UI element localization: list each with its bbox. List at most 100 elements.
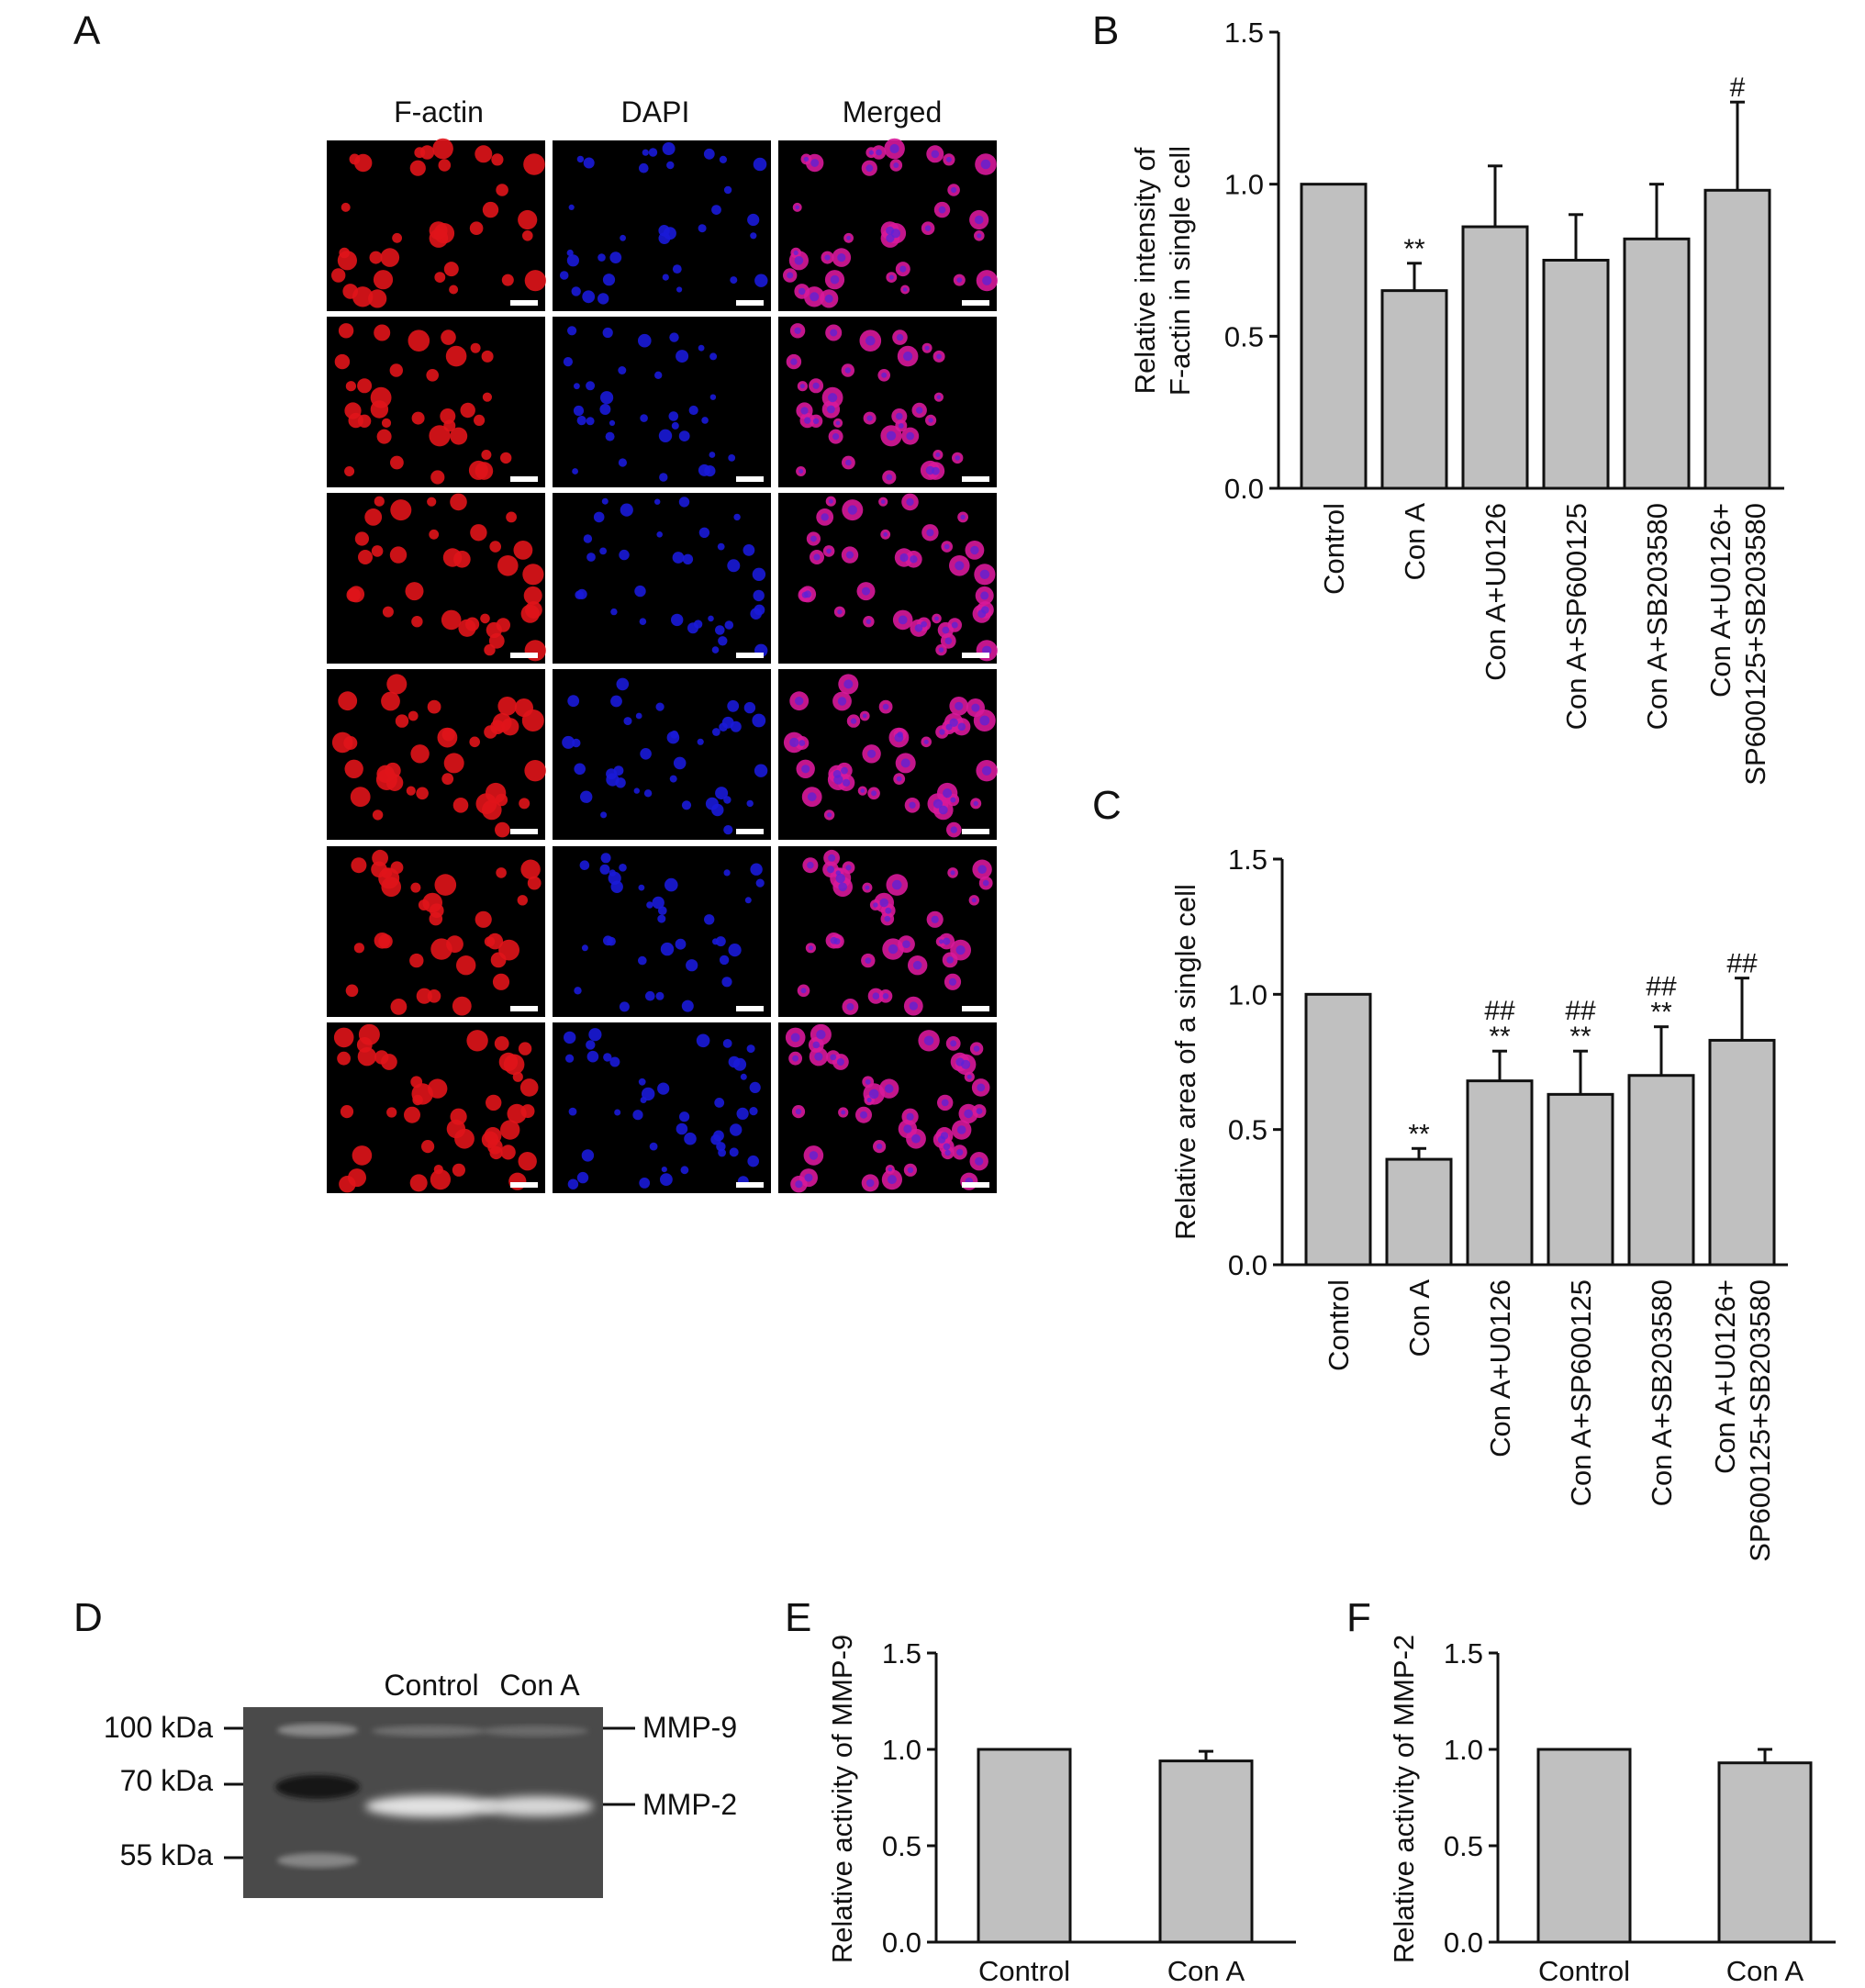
mmp2-band-con-a: [480, 1796, 594, 1816]
cell: [733, 513, 741, 521]
micrograph-merged-con-a-u0126: [778, 493, 998, 664]
cell: [729, 1147, 739, 1157]
marker-55kda: 55 kDa: [120, 1838, 214, 1871]
nucleus: [896, 776, 902, 782]
cell: [340, 1105, 354, 1119]
cell: [443, 262, 459, 277]
cell: [719, 955, 730, 966]
cell: [642, 1087, 655, 1101]
cell: [344, 759, 363, 778]
nucleus: [896, 412, 903, 420]
micrograph-background: [553, 493, 771, 664]
panel-d: D Control Con A 100 kDa 70 kDa 55 kDa MM…: [73, 1595, 737, 1898]
bar-con-a-sp600125: [1547, 1092, 1614, 1267]
cell: [416, 787, 429, 800]
nucleus: [888, 274, 894, 280]
nucleus: [899, 265, 907, 273]
nucleus: [790, 1033, 800, 1043]
cell: [567, 695, 580, 708]
marker-100kda: 100 kDa: [104, 1711, 213, 1744]
nucleus: [899, 553, 909, 563]
cell: [609, 251, 622, 263]
nucleus: [880, 499, 886, 504]
nucleus: [807, 861, 814, 869]
nucleus: [845, 865, 852, 871]
nucleus: [801, 591, 809, 598]
cell: [635, 712, 642, 720]
cell: [657, 914, 666, 923]
cell: [747, 213, 760, 227]
cell: [609, 869, 616, 877]
cell: [452, 1163, 465, 1177]
cell: [524, 760, 546, 782]
significance-marker: **: [1403, 234, 1425, 264]
nucleus: [943, 937, 951, 945]
nucleus: [886, 474, 893, 481]
nucleus: [889, 143, 899, 154]
micrograph-f-actin-con-a-u0126-sp600125-sb203580: [327, 1022, 545, 1193]
cell: [389, 363, 403, 377]
cell: [642, 149, 649, 156]
cell: [746, 799, 754, 808]
nucleus: [800, 407, 809, 415]
nucleus: [931, 915, 939, 923]
cell: [348, 412, 363, 429]
cell: [716, 1142, 726, 1152]
nucleus: [824, 254, 831, 261]
nucleus: [803, 156, 810, 162]
cell: [497, 697, 517, 716]
cell: [599, 404, 611, 415]
nucleus: [795, 205, 799, 210]
nucleus: [814, 1052, 823, 1061]
y-tick-label: 1.0: [1224, 169, 1264, 201]
nucleus: [956, 1125, 966, 1134]
cell: [496, 184, 508, 196]
chart-relative-activity-mmp2: 0.0 0.5 1.0 1.5 Relative activity of MMP-2 Co…: [1388, 1635, 1836, 1987]
significance-marker: ##: [1484, 996, 1515, 1026]
nucleus: [884, 915, 891, 922]
cell: [646, 901, 653, 909]
category-label: Con A+U0126: [1480, 503, 1512, 681]
cell: [369, 251, 383, 264]
nucleus: [882, 993, 889, 1000]
cell: [574, 383, 580, 390]
nucleus: [956, 1148, 964, 1156]
cell: [426, 369, 440, 382]
category-label: Con A: [1403, 1279, 1435, 1357]
cell: [338, 323, 354, 339]
nucleus: [982, 879, 989, 887]
cell: [344, 466, 355, 476]
cell: [581, 1149, 595, 1162]
nucleus: [792, 1055, 798, 1062]
cell: [409, 1174, 428, 1192]
nucleus: [939, 939, 944, 944]
micrograph-merged-control: [778, 138, 998, 311]
cell: [500, 1145, 516, 1160]
nucleus: [942, 626, 950, 634]
micrograph-background: [327, 846, 545, 1017]
nucleus: [902, 940, 910, 948]
cell: [602, 274, 616, 286]
cell: [639, 1178, 651, 1189]
cell: [374, 496, 385, 507]
nucleus: [923, 739, 929, 744]
cell: [753, 157, 767, 172]
cell: [409, 160, 426, 176]
nucleus: [862, 586, 870, 596]
y-tick-label: 1.5: [1228, 843, 1268, 876]
cell: [411, 616, 423, 628]
cell: [567, 1178, 579, 1189]
cell: [581, 944, 588, 952]
nucleus: [795, 1108, 802, 1115]
nucleus: [812, 382, 820, 389]
nucleus: [844, 367, 851, 374]
cell: [517, 895, 528, 906]
cell: [496, 618, 510, 632]
cell: [715, 625, 725, 635]
micrograph-f-actin-con-a-sp600125: [327, 669, 546, 840]
nucleus: [944, 1149, 951, 1156]
cell: [696, 1033, 710, 1048]
cell: [486, 1094, 502, 1111]
cell: [392, 232, 402, 243]
cell: [586, 1040, 596, 1050]
